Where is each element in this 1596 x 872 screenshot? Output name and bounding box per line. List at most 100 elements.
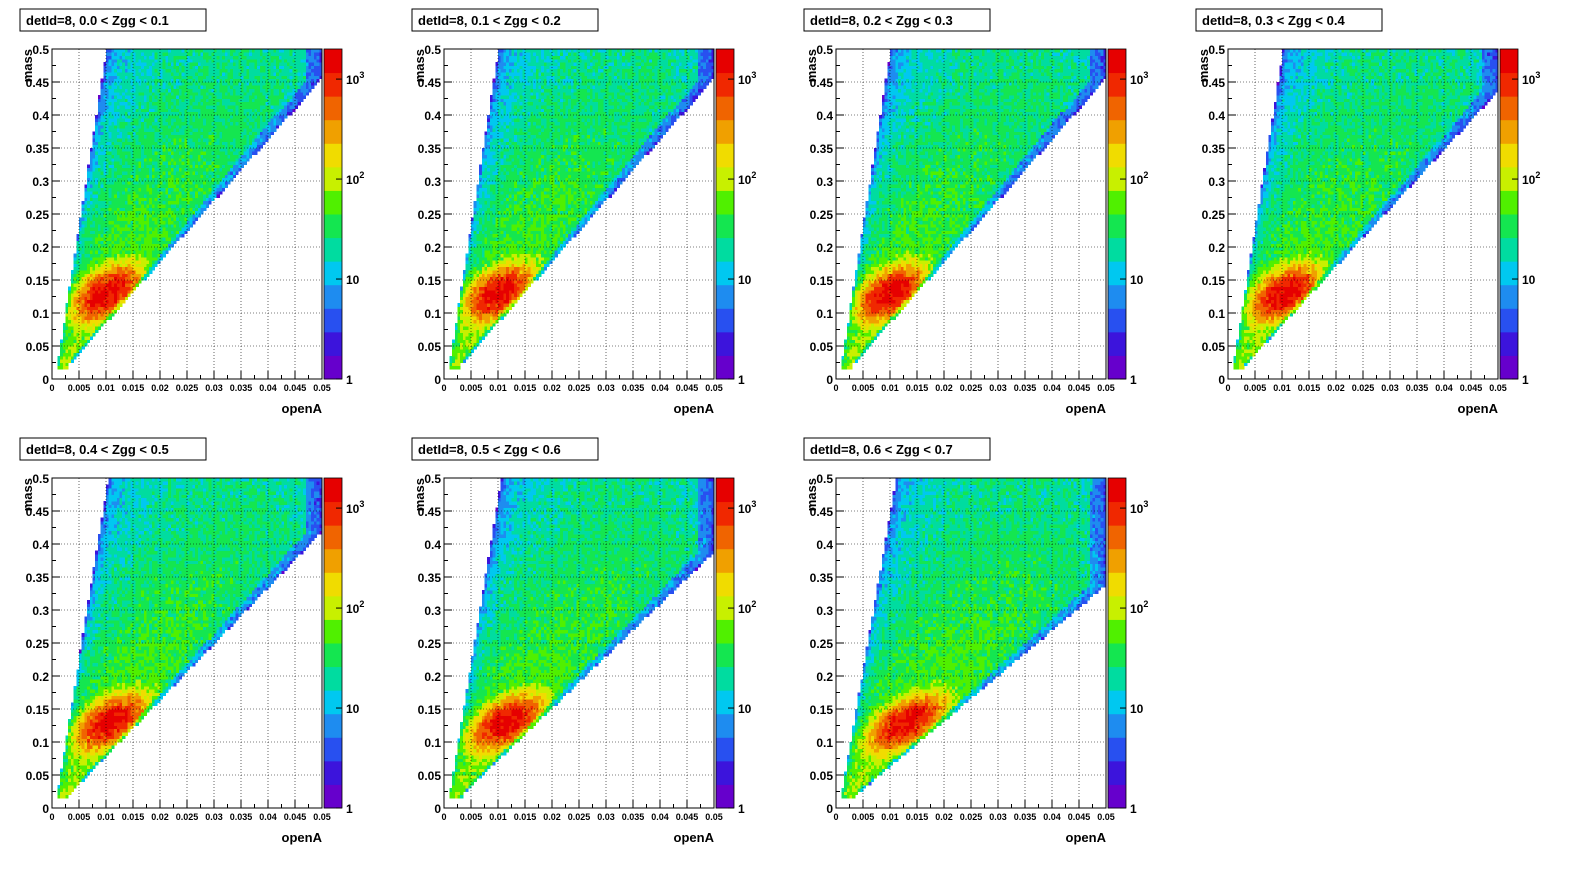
heatmap-cell [124, 101, 128, 106]
heatmap-cell [165, 217, 169, 221]
heatmap-cell [106, 273, 110, 278]
heatmap-cell [195, 181, 199, 185]
heatmap-cell [205, 171, 209, 175]
heatmap-cell [232, 118, 236, 122]
heatmap-cell [208, 85, 212, 89]
heatmap-cell [473, 227, 477, 231]
heatmap-cell [211, 52, 215, 56]
heatmap-cell [70, 303, 74, 307]
heatmap-cell [208, 91, 212, 96]
heatmap-cell [200, 177, 204, 182]
heatmap-cell [106, 121, 110, 126]
heatmap-cell [127, 217, 131, 221]
heatmap-cell [114, 134, 118, 139]
heatmap-cell [84, 270, 88, 274]
heatmap-cell [216, 124, 220, 129]
heatmap-cell [111, 286, 115, 291]
heatmap-cell [251, 144, 255, 149]
heatmap-cell [114, 55, 118, 60]
heatmap-cell [468, 253, 472, 258]
heatmap-cell [119, 101, 123, 106]
heatmap-cell [162, 161, 166, 165]
heatmap-cell [62, 329, 66, 334]
heatmap-cell [173, 88, 177, 93]
heatmap-cell [457, 329, 461, 334]
heatmap-cell [135, 138, 139, 142]
heatmap-cell [119, 138, 123, 142]
heatmap-cell [200, 128, 204, 132]
heatmap-cell [97, 326, 101, 330]
heatmap-cell [122, 220, 126, 225]
heatmap-cell [170, 72, 174, 76]
heatmap-cell [208, 151, 212, 155]
heatmap-cell [108, 138, 112, 142]
heatmap-cell [127, 194, 131, 198]
heatmap-cell [219, 141, 223, 146]
heatmap-cell [308, 52, 312, 56]
heatmap-cell [141, 111, 145, 116]
heatmap-cell [170, 237, 174, 241]
heatmap-cell [122, 237, 126, 241]
heatmap-cell [200, 184, 204, 188]
heatmap-cell [170, 217, 174, 221]
heatmap-cell [316, 75, 320, 80]
heatmap-cell [162, 148, 166, 152]
heatmap-cell [130, 101, 134, 106]
heatmap-cell [457, 309, 461, 314]
heatmap-cell [184, 220, 188, 225]
heatmap-cell [151, 184, 155, 188]
heatmap-cell [79, 289, 83, 294]
heatmap-cell [79, 316, 83, 320]
heatmap-cell [92, 332, 96, 337]
heatmap-cell [122, 194, 126, 198]
heatmap-cell [219, 154, 223, 159]
heatmap-cell [170, 85, 174, 89]
heatmap-cell [65, 332, 69, 337]
heatmap-cell [476, 332, 480, 337]
y-tick-label: 0.05 [26, 340, 50, 354]
heatmap-cell [135, 243, 139, 248]
heatmap-cell [181, 131, 185, 136]
heatmap-cell [216, 68, 220, 73]
heatmap-cell [106, 171, 110, 175]
heatmap-cell [268, 52, 272, 56]
heatmap-cell [138, 181, 142, 185]
heatmap-cell [84, 289, 88, 294]
heatmap-cell [138, 256, 142, 261]
heatmap-cell [122, 243, 126, 248]
heatmap-cell [114, 207, 118, 212]
heatmap-cell [284, 111, 288, 116]
heatmap-cell [251, 111, 255, 116]
heatmap-cell [481, 217, 485, 221]
heatmap-cell [168, 184, 172, 188]
heatmap-cell [135, 62, 139, 66]
heatmap-cell [165, 101, 169, 106]
heatmap-cell [303, 49, 307, 53]
heatmap-cell [232, 65, 236, 70]
heatmap-cell [471, 227, 475, 231]
color-scale-segment [324, 166, 342, 191]
heatmap-cell [103, 131, 107, 136]
heatmap-cell [184, 217, 188, 221]
heatmap-cell [149, 250, 153, 254]
heatmap-cell [238, 124, 242, 129]
heatmap-cell [114, 128, 118, 132]
heatmap-cell [292, 95, 296, 99]
heatmap-cell [246, 98, 250, 103]
heatmap-cell [162, 75, 166, 80]
heatmap-cell [162, 98, 166, 103]
heatmap-cell [95, 263, 99, 268]
heatmap-cell [162, 111, 166, 116]
heatmap-cell [200, 200, 204, 205]
heatmap-cell [173, 233, 177, 238]
heatmap-cell [141, 197, 145, 202]
heatmap-cell [197, 98, 201, 103]
heatmap-cell [108, 313, 112, 317]
heatmap-cell [79, 273, 83, 278]
heatmap-cell [122, 210, 126, 215]
heatmap-cell [219, 82, 223, 86]
heatmap-cell [119, 161, 123, 165]
heatmap-cell [195, 134, 199, 139]
heatmap-cell [146, 230, 150, 235]
heatmap-cell [454, 336, 458, 340]
